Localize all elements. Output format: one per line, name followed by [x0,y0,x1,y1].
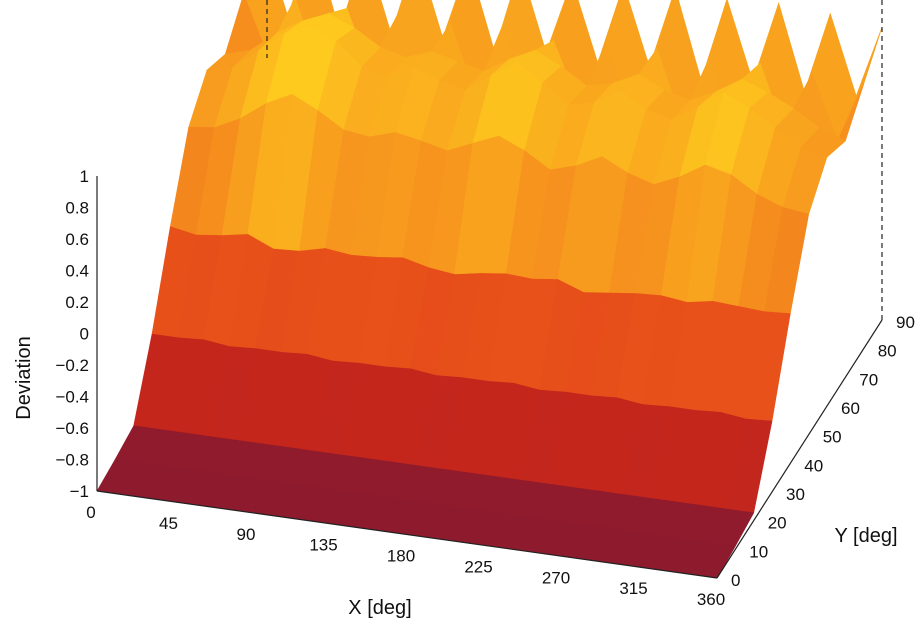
surface-plot [96,0,883,579]
axes [96,0,883,579]
x-tick-label: 225 [464,557,492,576]
x-tick-label: 0 [86,503,95,522]
x-tick-label: 135 [309,536,337,555]
z-axis-label: Deviation [13,336,35,419]
z-tick-label: 0 [80,325,89,344]
z-tick-label: −0.4 [55,388,89,407]
z-tick-labels: −1 −0.8 −0.6 −0.4 −0.2 0 0.2 0.4 0.6 0.8 1 [55,167,89,501]
y-tick-label: 30 [786,485,805,504]
x-tick-label: 270 [542,568,570,587]
z-tick-label: −0.6 [55,419,89,438]
x-tick-label: 315 [619,579,647,598]
y-tick-label: 60 [841,399,860,418]
x-tick-label: 90 [237,525,256,544]
z-tick-label: 0.8 [65,199,89,218]
y-axis-line [716,319,883,579]
y-axis-label: Y [deg] [834,525,897,547]
x-axis-line [96,490,718,579]
z-tick-label: −0.8 [55,451,89,470]
z-tick-label: −0.2 [55,356,89,375]
x-tick-labels: 0 45 90 135 180 225 270 315 360 [86,503,725,609]
x-axis-label: X [deg] [348,597,411,619]
z-tick-label: 1 [80,167,89,186]
z-tick-label: 0.2 [65,293,89,312]
y-tick-label: 20 [768,514,787,533]
y-tick-label: 40 [804,456,823,475]
y-tick-label: 0 [731,571,740,590]
x-tick-label: 45 [159,514,178,533]
y-tick-label: 50 [823,428,842,447]
z-tick-label: 0.6 [65,230,89,249]
z-tick-label: −1 [70,482,89,501]
x-tick-label: 180 [387,547,415,566]
y-tick-label: 10 [749,542,768,561]
z-tick-label: 0.4 [65,262,89,281]
y-tick-label: 70 [859,370,878,389]
y-tick-label: 80 [878,342,897,361]
y-tick-label: 90 [896,313,915,332]
x-tick-label: 360 [697,590,725,609]
